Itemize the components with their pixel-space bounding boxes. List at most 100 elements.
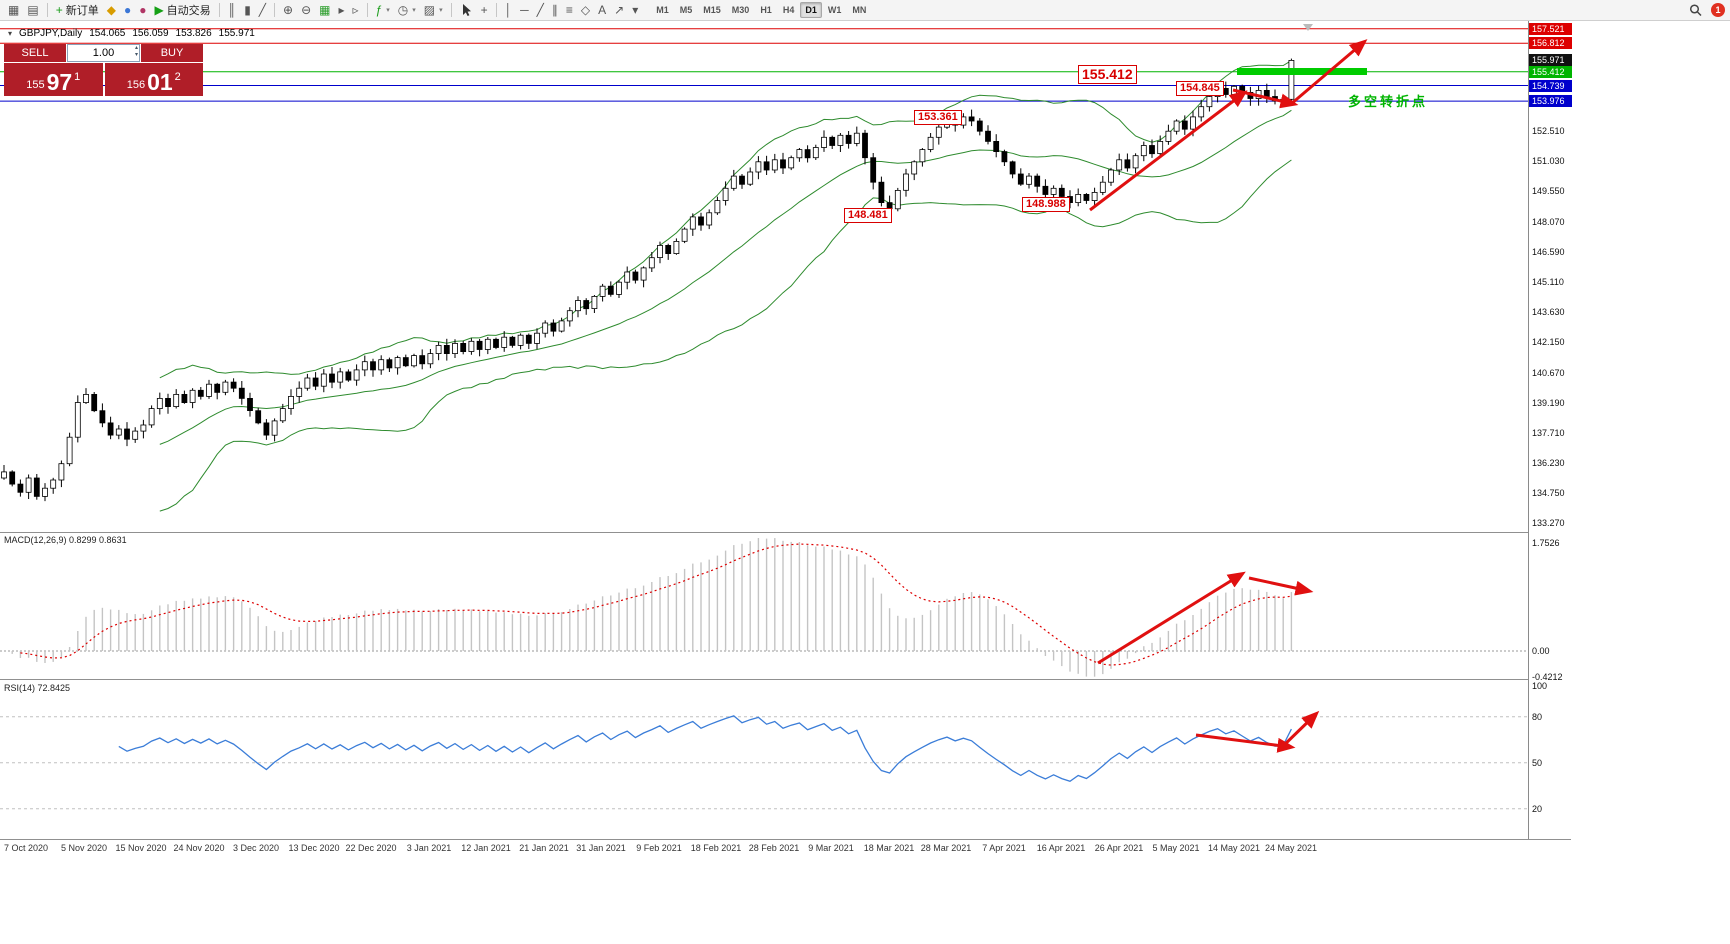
panel-splitter[interactable] [0,532,1571,534]
market-watch-button[interactable]: ● [121,2,134,19]
periods-button[interactable]: ◷ ▾ [395,2,419,19]
rsi-panel[interactable] [0,681,1528,839]
main-price-chart[interactable] [0,21,1528,532]
spinner-up-icon[interactable]: ▴ [134,45,138,51]
date-label: 28 Feb 2021 [748,843,800,853]
crosshair-button[interactable]: + [478,2,491,19]
buy-price[interactable]: 156 01 2 [104,63,203,96]
notification-badge[interactable]: 1 [1711,3,1725,17]
price-callout[interactable]: 148.988 [1022,197,1070,212]
sell-button[interactable]: SELL [4,44,66,62]
timeframe-m5[interactable]: M5 [679,5,693,15]
tile-windows-icon: ▦ [319,3,331,17]
bollinger-middle-band [159,109,1292,445]
support-chat-button[interactable]: ● [136,2,149,19]
candle-body [845,134,852,144]
channel-tool-button[interactable]: ∥ [549,2,561,19]
timeframe-d1[interactable]: D1 [800,2,822,18]
price-scale[interactable]: 152.510 151.030 149.550 148.070 146.590 145.1… [1528,21,1572,839]
sell-price[interactable]: 155 97 1 [4,63,103,96]
candle-body [566,310,573,322]
candle-body [1058,187,1065,197]
date-label: 18 Feb 2021 [690,843,742,853]
autotrading-button[interactable]: ▶ 自动交易 [151,2,213,19]
new-order-label: 新订单 [65,5,99,17]
volume-input[interactable]: 1.00 ▴ ▾ [67,44,140,62]
zoom-in-button[interactable]: ⊕ [280,2,296,19]
macd-panel[interactable] [0,533,1528,679]
time-scale[interactable]: 7 Oct 2020 5 Nov 2020 15 Nov 2020 24 Nov 20… [0,841,1528,858]
date-label: 24 Nov 2020 [173,843,225,853]
search-button[interactable] [1686,2,1705,19]
timeframe-m30[interactable]: M30 [731,5,750,15]
zoom-out-button[interactable]: ⊖ [298,2,314,19]
macd-axis-label: -0.4212 [1532,672,1563,682]
indicators-caret-icon: ▾ [386,7,390,14]
timeframe-h4[interactable]: H4 [782,5,795,15]
line-chart-mode-button[interactable]: ╱ [256,2,269,19]
cursor-button[interactable] [457,2,476,19]
chart-profiles-button[interactable]: ▤ [24,2,41,19]
vertical-line-tool-button[interactable]: │ [502,2,516,19]
new-chart-button[interactable]: ▦ [5,2,22,19]
timeframe-h1[interactable]: H1 [760,5,772,15]
new-order-button[interactable]: + 新订单 [53,2,102,19]
more-tools-button[interactable]: ▾ [629,2,641,19]
fibonacci-tool-button[interactable]: ≡ [563,2,576,19]
chart-shift-button[interactable]: ▹ [350,2,362,19]
volume-spinner[interactable]: ▴ ▾ [135,45,138,59]
buy-button[interactable]: BUY [141,44,203,62]
panel-splitter[interactable] [0,839,1571,841]
shapes-tool-button[interactable]: ◇ [578,2,593,19]
candle-body [1075,193,1082,203]
new-order-icon: + [55,3,63,17]
spinner-down-icon[interactable]: ▾ [134,52,138,58]
timeframe-m15[interactable]: M15 [703,5,721,15]
candle-body [411,355,417,367]
date-label: 13 Dec 2020 [288,843,340,853]
toolbar: ▦ ▤ + 新订单 ◆ ● ● ▶ 自动交易 ║ ▮ ╱ ⊕ ⊖ ▦ ▸ ▹ ƒ ▾ ◷ ▾ ▨ ▾ + │ ─ ╱ ∥ ≡ ◇ A ↗ ▾ M1… [0,0,1730,21]
sell-price-base: 155 [26,79,45,91]
candle-body [821,136,827,148]
candle-body [788,157,795,169]
chart-shift-marker[interactable] [1303,24,1313,31]
mql5-community-button[interactable]: ◆ [104,2,119,19]
arrow-tool-button[interactable]: ↗ [611,2,627,19]
candle-body [107,422,114,436]
green-resistance-zone[interactable] [1237,68,1367,75]
date-label: 5 May 2021 [1152,843,1200,853]
candle-body [222,381,229,393]
turning-point-note[interactable]: 多空转折点 [1348,94,1429,109]
panel-splitter[interactable] [0,679,1571,681]
tile-windows-button[interactable]: ▦ [316,2,333,19]
price-callout[interactable]: 155.412 [1078,65,1137,84]
candle-body [1149,145,1155,155]
candle-body [124,428,130,440]
bar-chart-mode-button[interactable]: ║ [225,2,240,19]
timeframe-m1[interactable]: M1 [656,5,669,15]
candle-chart-mode-button[interactable]: ▮ [241,2,254,19]
indicators-button[interactable]: ƒ ▾ [373,2,393,19]
timeframe-w1[interactable]: W1 [827,5,842,15]
candle-body [780,159,786,169]
price-callout[interactable]: 148.481 [844,208,892,223]
price-callout[interactable]: 154.845 [1176,81,1224,96]
candle-body [452,342,458,354]
text-tool-button[interactable]: A [595,2,609,19]
candle-body [370,361,376,371]
price-callout[interactable]: 153.361 [914,110,962,125]
timeframe-mn[interactable]: MN [852,5,867,15]
date-label: 7 Apr 2021 [982,843,1026,853]
templates-button[interactable]: ▨ ▾ [421,2,446,19]
one-click-collapse-icon[interactable]: ▾ [8,29,13,38]
price-line-badge: 153.976 [1529,95,1572,107]
trendline-tool-button[interactable]: ╱ [534,2,547,19]
auto-scroll-button[interactable]: ▸ [336,2,348,19]
horizontal-line-tool-button[interactable]: ─ [517,2,532,19]
rsi-axis-label: 80 [1532,712,1543,722]
volume-value: 1.00 [92,47,115,59]
candle-body [747,171,754,185]
date-label: 14 May 2021 [1207,843,1261,853]
candle-body [419,355,426,365]
candle-body [1050,187,1057,195]
